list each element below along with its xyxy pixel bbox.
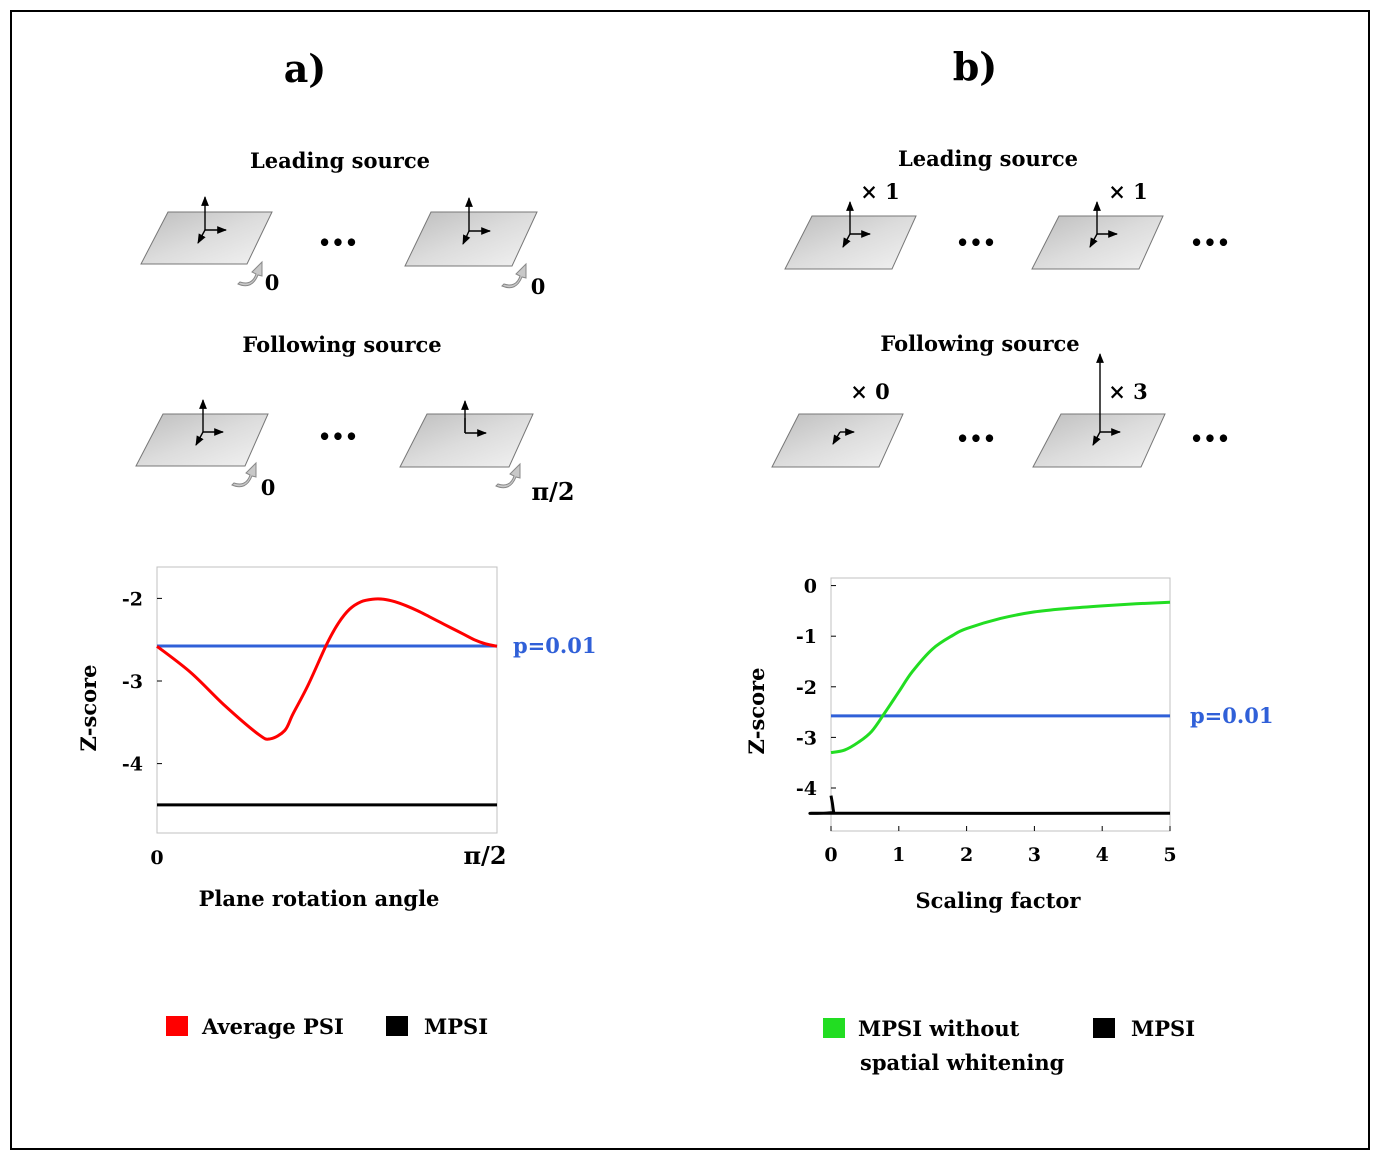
angle-a-lead-1: 0 [265, 270, 280, 295]
ellipsis-b-lead-2: ••• [1190, 230, 1230, 255]
angle-a-lead-2: 0 [531, 274, 546, 299]
panel-b-following-header: Following source [880, 331, 1079, 356]
series-line-average-psi [156, 597, 498, 741]
plane-b-lead-1 [784, 201, 917, 270]
plane-a-follow-1 [135, 399, 269, 488]
ellipsis-b-lead-1: ••• [956, 230, 996, 255]
chart-a-axes [156, 566, 498, 834]
chart-a-xlabel: Plane rotation angle [199, 886, 440, 911]
y-tick-label: -1 [796, 626, 817, 648]
legend-label-average-psi: Average PSI [201, 1014, 344, 1039]
panel-b-leading-header: Leading source [898, 146, 1078, 171]
chart-b: 0 -1 -2 -3 -4 0 1 2 3 4 5 p=0.01 Scaling factor Z-s… [744, 576, 1273, 913]
series-line-mpsi [808, 795, 1171, 815]
legend-swatch-average-psi [166, 1016, 188, 1036]
y-tick-label: -2 [122, 588, 143, 610]
series-line-mpsi-without-spatial-whitening [830, 600, 1171, 755]
x-tick-label: 0 [824, 844, 837, 866]
plane-a-lead-2 [404, 197, 538, 289]
legend-swatch-mpsi-without-whitening [823, 1018, 845, 1038]
ellipsis-a-lead: ••• [318, 230, 358, 255]
ellipsis-b-follow-2: ••• [1190, 426, 1230, 451]
rotation-arrow-icon [237, 260, 263, 287]
legend-swatch-mpsi-a [386, 1016, 408, 1036]
legend-swatch-mpsi-b [1093, 1018, 1115, 1038]
plane-a-follow-2 [399, 400, 534, 489]
ellipsis-a-follow: ••• [318, 424, 358, 449]
y-tick-label: -4 [122, 754, 143, 776]
x-tick-label: 4 [1096, 844, 1109, 866]
angle-a-follow-1: 0 [261, 475, 276, 500]
chart-b-axes [830, 577, 1171, 832]
panel-a-following-header: Following source [242, 332, 441, 357]
x-tick-label: 3 [1028, 844, 1041, 866]
reference-line-label: p=0.01 [1190, 703, 1273, 728]
legend-label-mpsi-without-line1: MPSI without [858, 1016, 1020, 1041]
scale-b-follow-1: × 0 [850, 379, 890, 404]
legend-label-mpsi-b: MPSI [1131, 1016, 1195, 1041]
rotation-arrow-icon [501, 262, 527, 289]
chart-a: -2 -3 -4 0 π/2 p=0.01 Plane rotation angle Z-… [76, 566, 596, 911]
y-tick-label: -2 [796, 677, 817, 699]
panel-b-label: b) [953, 44, 998, 89]
y-tick-label: -4 [796, 778, 817, 800]
scale-b-lead-1: × 1 [860, 179, 900, 204]
ellipsis-b-follow-1: ••• [956, 426, 996, 451]
legend-label-mpsi-a: MPSI [424, 1014, 488, 1039]
x-tick-label: 1 [892, 844, 905, 866]
x-tick-label: 5 [1163, 844, 1176, 866]
y-tick-label: -3 [122, 671, 143, 693]
panel-a-leading-header: Leading source [250, 148, 430, 173]
chart-b-xlabel: Scaling factor [916, 888, 1082, 913]
plane-b-lead-2 [1031, 201, 1164, 270]
plane-a-lead-1 [140, 196, 273, 287]
plane-b-follow-2 [1032, 353, 1166, 468]
x-tick-label: π/2 [463, 841, 506, 870]
panel-a-label: a) [284, 46, 327, 91]
rotation-arrow-icon [231, 461, 257, 488]
chart-b-ylabel: Z-score [744, 667, 769, 754]
x-tick-label: 2 [960, 844, 973, 866]
y-tick-label: -3 [796, 727, 817, 749]
rotation-arrow-icon [495, 462, 521, 489]
x-tick-label: 0 [150, 847, 163, 869]
scale-b-lead-2: × 1 [1108, 179, 1148, 204]
reference-line-label: p=0.01 [513, 633, 596, 658]
plane-b-follow-1 [771, 413, 904, 468]
y-tick-label: 0 [804, 576, 817, 598]
chart-a-ylabel: Z-score [76, 664, 101, 751]
legend-label-mpsi-without-line2: spatial whitening [860, 1050, 1065, 1075]
angle-a-follow-2: π/2 [531, 477, 574, 506]
scale-b-follow-2: × 3 [1108, 379, 1148, 404]
